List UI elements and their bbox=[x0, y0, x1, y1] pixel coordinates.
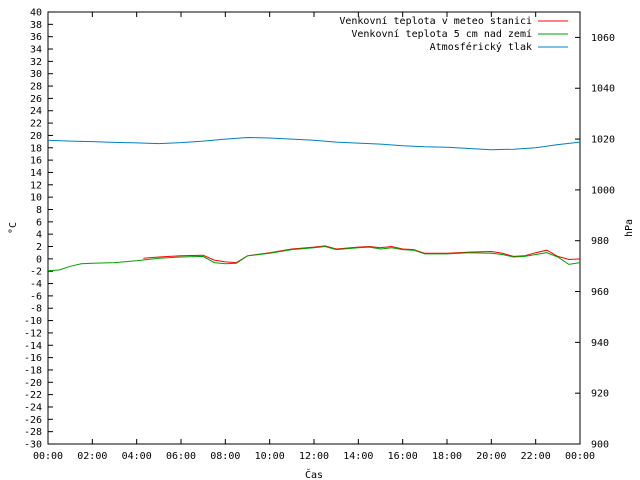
left-y-axis-label: °C bbox=[8, 222, 19, 234]
right-y-axis: 1060 1040 1020 1000 980 960 940 920 900 bbox=[575, 33, 615, 451]
y-tick-label-left: 22 bbox=[30, 119, 42, 130]
y-tick-label-left: 38 bbox=[30, 20, 42, 31]
y-tick-label-right: 1020 bbox=[591, 135, 615, 146]
y-tick-label-left: -30 bbox=[24, 440, 42, 451]
y-tick-label-left: -24 bbox=[24, 402, 42, 413]
y-tick-label-left: 40 bbox=[30, 8, 42, 19]
y-tick-label-left: 30 bbox=[30, 69, 42, 80]
series-pressure-line bbox=[47, 136, 581, 151]
x-tick-label: 14:00 bbox=[343, 451, 373, 462]
y-tick-label-left: 34 bbox=[30, 45, 42, 56]
y-tick-label-left: -14 bbox=[24, 341, 42, 352]
y-tick-label-left: 14 bbox=[30, 168, 42, 179]
y-tick-label-right: 920 bbox=[591, 389, 609, 400]
y-tick-label-left: -8 bbox=[30, 304, 42, 315]
x-tick-label: 16:00 bbox=[388, 451, 418, 462]
y-tick-label-left: 12 bbox=[30, 180, 42, 191]
legend-label-pressure: Atmosférický tlak bbox=[430, 41, 532, 53]
y-tick-label-right: 940 bbox=[591, 338, 609, 349]
plot-frame bbox=[47, 11, 581, 445]
x-tick-label: 22:00 bbox=[521, 451, 551, 462]
y-tick-label-left: -22 bbox=[24, 390, 42, 401]
x-tick-label: 04:00 bbox=[122, 451, 152, 462]
y-tick-label-right: 1040 bbox=[591, 84, 615, 95]
x-tick-label: 10:00 bbox=[255, 451, 285, 462]
y-tick-label-left: 26 bbox=[30, 94, 42, 105]
y-tick-label-left: -26 bbox=[24, 415, 42, 426]
y-tick-label-left: -18 bbox=[24, 365, 42, 376]
y-tick-label-left: -28 bbox=[24, 427, 42, 438]
series-lines bbox=[47, 136, 581, 272]
x-axis-label: Čas bbox=[305, 468, 323, 480]
y-tick-label-left: 36 bbox=[30, 32, 42, 43]
y-tick-label-left: 4 bbox=[36, 230, 42, 241]
y-tick-label-right: 1000 bbox=[591, 185, 615, 196]
right-y-axis-label: hPa bbox=[624, 219, 635, 237]
y-tick-label-right: 960 bbox=[591, 287, 609, 298]
legend-label-ground-temp: Venkovní teplota 5 cm nad zemí bbox=[351, 28, 532, 40]
x-tick-label: 06:00 bbox=[166, 451, 196, 462]
y-tick-label-right: 900 bbox=[591, 440, 609, 451]
legend: Venkovní teplota v meteo stanici Venkovn… bbox=[339, 15, 568, 53]
series-ground-temp-line bbox=[47, 245, 581, 272]
x-tick-label: 08:00 bbox=[210, 451, 240, 462]
x-tick-label: 12:00 bbox=[299, 451, 329, 462]
y-tick-label-left: 32 bbox=[30, 57, 42, 68]
y-tick-label-left: -4 bbox=[30, 279, 42, 290]
x-axis: 00:00 02:00 04:00 06:00 08:00 10:00 12:00 14:00… bbox=[33, 12, 595, 462]
y-tick-label-left: 18 bbox=[30, 143, 42, 154]
y-tick-label-right: 980 bbox=[591, 236, 609, 247]
y-tick-label-left: -6 bbox=[30, 291, 42, 302]
y-tick-label-left: -10 bbox=[24, 316, 42, 327]
y-tick-label-left: -2 bbox=[30, 267, 42, 278]
y-tick-label-left: 28 bbox=[30, 82, 42, 93]
x-tick-label: 00:00 bbox=[565, 451, 595, 462]
y-tick-label-left: 8 bbox=[36, 205, 42, 216]
x-tick-label: 18:00 bbox=[432, 451, 462, 462]
x-tick-label: 02:00 bbox=[77, 451, 107, 462]
y-tick-label-left: 0 bbox=[36, 254, 42, 265]
x-tick-label: 20:00 bbox=[476, 451, 506, 462]
y-tick-label-left: -16 bbox=[24, 353, 42, 364]
y-tick-label-left: -12 bbox=[24, 328, 42, 339]
x-tick-label: 00:00 bbox=[33, 451, 63, 462]
left-y-axis: 4038363432302826242220181614121086420-2-… bbox=[24, 8, 53, 451]
y-tick-label-left: 10 bbox=[30, 193, 42, 204]
legend-label-outdoor-temp: Venkovní teplota v meteo stanici bbox=[339, 15, 532, 27]
y-tick-label-left: 2 bbox=[36, 242, 42, 253]
y-tick-label-right: 1060 bbox=[591, 33, 615, 44]
y-tick-label-left: 6 bbox=[36, 217, 42, 228]
y-tick-label-left: 16 bbox=[30, 156, 42, 167]
y-tick-label-left: -20 bbox=[24, 378, 42, 389]
series-outdoor-temp-line bbox=[143, 245, 581, 264]
y-tick-label-left: 20 bbox=[30, 131, 42, 142]
y-tick-label-left: 24 bbox=[30, 106, 42, 117]
